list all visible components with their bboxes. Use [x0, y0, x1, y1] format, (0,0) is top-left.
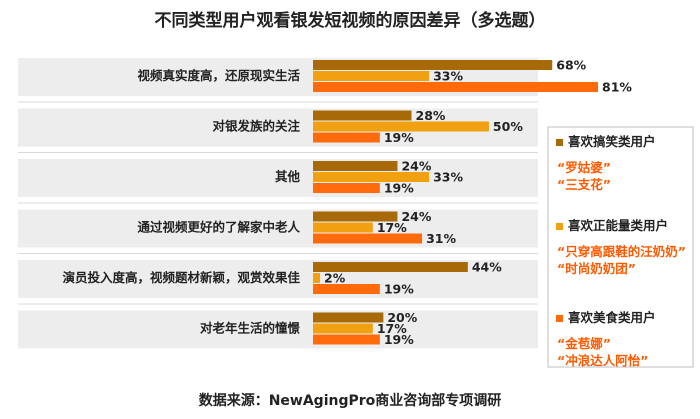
legend-box — [547, 126, 694, 368]
legend-example: “罗姑婆” — [557, 160, 611, 175]
data-label: 19% — [384, 181, 414, 196]
bar — [313, 132, 380, 143]
category-label: 对银发族的关注 — [212, 119, 300, 134]
data-label: 44% — [472, 260, 502, 275]
data-label: 28% — [416, 108, 446, 123]
legend-label: 喜欢搞笑类用户 — [568, 134, 656, 149]
category-label: 通过视频更好的了解家中老人 — [137, 220, 300, 235]
data-label: 2% — [324, 271, 346, 286]
data-label: 17% — [377, 321, 407, 336]
bar — [313, 262, 468, 272]
data-label: 19% — [384, 332, 414, 347]
data-label: 33% — [433, 69, 463, 84]
category-band — [18, 159, 538, 197]
legend: 喜欢搞笑类用户 “罗姑婆” “三支花” 喜欢正能量类用户 “只穿高跟鞋的汪奶奶” “时尚奶… — [547, 126, 694, 368]
category-band — [18, 209, 538, 248]
category-label: 对老年生活的憧憬 — [200, 321, 301, 336]
legend-swatch — [556, 315, 563, 322]
category-label: 演员投入度高，视频题材新颖，观赏效果佳 — [62, 270, 300, 285]
category-label: 其他 — [275, 169, 301, 184]
bar — [313, 121, 489, 132]
data-label: 19% — [384, 130, 414, 145]
bar — [313, 60, 553, 70]
bar — [313, 334, 380, 345]
bar — [313, 183, 380, 193]
legend-example: “金苞娜” — [557, 336, 611, 351]
bar — [313, 233, 423, 244]
data-label: 24% — [401, 159, 431, 174]
bar — [313, 273, 321, 283]
bar — [313, 323, 373, 334]
category-band — [18, 310, 538, 349]
data-label: 33% — [433, 170, 463, 185]
data-label: 81% — [602, 80, 632, 95]
data-label: 24% — [401, 209, 431, 224]
data-label: 31% — [426, 231, 456, 246]
legend-example: “时尚奶奶团” — [557, 261, 636, 276]
bar — [313, 82, 598, 92]
bar — [313, 110, 412, 121]
source-note: 数据来源：NewAgingPro商业咨询部专项调研 — [199, 392, 502, 409]
bar — [313, 284, 380, 294]
legend-example: “冲浪达人阿怡” — [557, 353, 648, 368]
bar — [313, 211, 398, 222]
bar — [313, 71, 430, 81]
bar — [313, 312, 384, 323]
data-label: 17% — [377, 220, 407, 235]
chart-title: 不同类型用户观看银发短视频的原因差异（多选题） — [155, 10, 546, 31]
category-bands — [18, 58, 538, 349]
bar — [313, 222, 373, 233]
legend-label: 喜欢正能量类用户 — [568, 218, 668, 233]
legend-example: “只穿高跟鞋的汪奶奶” — [557, 244, 686, 259]
bar-group — [313, 60, 598, 345]
bar — [313, 172, 430, 182]
legend-label: 喜欢美食类用户 — [568, 310, 656, 325]
data-label: 19% — [384, 282, 414, 297]
category-label: 视频真实度高，还原现实生活 — [137, 68, 300, 83]
bar — [313, 161, 398, 171]
category-labels: 视频真实度高，还原现实生活对银发族的关注其他通过视频更好的了解家中老人演员投入度… — [62, 68, 300, 336]
legend-example: “三支花” — [557, 177, 611, 192]
data-label: 20% — [387, 310, 417, 325]
legend-swatch — [556, 139, 563, 146]
data-label: 68% — [556, 58, 586, 73]
legend-swatch — [556, 223, 563, 230]
data-label: 50% — [493, 119, 523, 134]
value-labels: 68%33%81%28%50%19%24%33%19%24%17%31%44%2… — [324, 58, 632, 348]
